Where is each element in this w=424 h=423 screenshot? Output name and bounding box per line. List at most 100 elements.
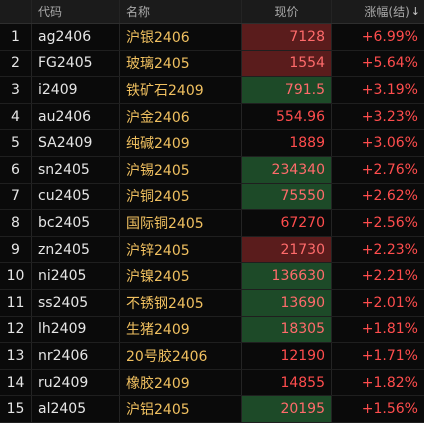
price-value: 67270 — [280, 214, 325, 231]
contract-name: 玻璃2405 — [120, 50, 242, 77]
row-index: 9 — [0, 236, 32, 263]
table-row[interactable]: 8 bc2405 国际铜2405 67270 +2.56% — [0, 210, 424, 237]
price-cell: 12190 — [242, 343, 332, 369]
contract-code: i2409 — [32, 77, 120, 103]
contract-code: lh2409 — [32, 316, 120, 343]
contract-name: 沪铜2405 — [120, 183, 242, 210]
row-index: 4 — [0, 103, 32, 130]
table-row[interactable]: 10 ni2405 沪镍2405 136630 +2.21% — [0, 263, 424, 290]
price-value: 234340 — [271, 161, 325, 178]
contract-name: 沪镍2405 — [120, 263, 242, 289]
table-row[interactable]: 3 i2409 铁矿石2409 791.5 +3.19% — [0, 77, 424, 104]
table-header: 代码 名称 现价 涨幅(结) ↓ — [0, 0, 424, 24]
table-row[interactable]: 5 SA2409 纯碱2409 1889 +3.06% — [0, 130, 424, 157]
change-percent: +2.23% — [361, 241, 418, 258]
change-percent: +1.56% — [361, 401, 418, 418]
row-index: 12 — [0, 316, 32, 343]
price-value: 21730 — [280, 241, 325, 258]
price-cell: 7128 — [242, 24, 332, 50]
change-percent: +2.76% — [361, 161, 418, 178]
price-value: 1889 — [289, 135, 325, 152]
contract-name: 沪铝2405 — [120, 396, 242, 422]
row-index: 3 — [0, 77, 32, 103]
contract-code: ru2409 — [32, 369, 120, 396]
contract-code: ss2405 — [32, 289, 120, 316]
header-change[interactable]: 涨幅(结) ↓ — [332, 0, 424, 23]
price-cell: 18305 — [242, 316, 332, 343]
price-value: 14855 — [280, 374, 325, 391]
price-cell: 14855 — [242, 369, 332, 396]
row-index: 5 — [0, 130, 32, 156]
contract-code: au2406 — [32, 103, 120, 130]
price-cell: 13690 — [242, 289, 332, 316]
contract-name: 沪金2406 — [120, 103, 242, 130]
table-row[interactable]: 15 al2405 沪铝2405 20195 +1.56% — [0, 396, 424, 423]
change-percent: +3.19% — [361, 81, 418, 98]
contract-code: FG2405 — [32, 50, 120, 77]
row-index: 15 — [0, 396, 32, 422]
change-percent: +2.62% — [361, 188, 418, 205]
contract-name: 沪银2406 — [120, 24, 242, 50]
price-value: 20195 — [280, 401, 325, 418]
table-row[interactable]: 14 ru2409 橡胶2409 14855 +1.82% — [0, 369, 424, 397]
price-value: 75550 — [280, 188, 325, 205]
table-row[interactable]: 7 cu2405 沪铜2405 75550 +2.62% — [0, 183, 424, 211]
price-value: 791.5 — [284, 81, 325, 98]
table-row[interactable]: 9 zn2405 沪锌2405 21730 +2.23% — [0, 236, 424, 264]
contract-code: ni2405 — [32, 263, 120, 289]
price-cell: 1889 — [242, 130, 332, 156]
row-index: 10 — [0, 263, 32, 289]
contract-name: 20号胶2406 — [120, 343, 242, 369]
price-value: 13690 — [280, 294, 325, 311]
table-row[interactable]: 6 sn2405 沪锡2405 234340 +2.76% — [0, 156, 424, 184]
header-price[interactable]: 现价 — [242, 0, 332, 23]
contract-name: 纯碱2409 — [120, 130, 242, 156]
contract-code: bc2405 — [32, 210, 120, 236]
price-cell: 234340 — [242, 156, 332, 183]
table-row[interactable]: 1 ag2406 沪银2406 7128 +6.99% — [0, 24, 424, 51]
price-cell: 791.5 — [242, 77, 332, 103]
row-index: 2 — [0, 50, 32, 77]
table-row[interactable]: 4 au2406 沪金2406 554.96 +3.23% — [0, 103, 424, 131]
contract-code: sn2405 — [32, 156, 120, 183]
row-index: 7 — [0, 183, 32, 210]
price-value: 7128 — [289, 28, 325, 45]
contract-code: cu2405 — [32, 183, 120, 210]
contract-name: 生猪2409 — [120, 316, 242, 343]
price-cell: 75550 — [242, 183, 332, 210]
price-value: 554.96 — [276, 108, 325, 125]
table-row[interactable]: 13 nr2406 20号胶2406 12190 +1.71% — [0, 343, 424, 370]
header-index — [0, 0, 32, 23]
header-name[interactable]: 名称 — [120, 0, 242, 23]
change-percent: +2.56% — [361, 214, 418, 231]
change-percent: +1.71% — [361, 347, 418, 364]
price-cell: 1554 — [242, 50, 332, 77]
contract-code: zn2405 — [32, 236, 120, 263]
change-percent: +1.81% — [361, 321, 418, 338]
header-code[interactable]: 代码 — [32, 0, 120, 23]
table-row[interactable]: 12 lh2409 生猪2409 18305 +1.81% — [0, 316, 424, 344]
change-percent: +6.99% — [361, 28, 418, 45]
price-cell: 21730 — [242, 236, 332, 263]
price-value: 1554 — [289, 55, 325, 72]
row-index: 6 — [0, 156, 32, 183]
table-row[interactable]: 2 FG2405 玻璃2405 1554 +5.64% — [0, 50, 424, 78]
table-body: 1 ag2406 沪银2406 7128 +6.99% 2 FG2405 玻璃2405 1554… — [0, 24, 424, 423]
price-cell: 67270 — [242, 210, 332, 236]
row-index: 13 — [0, 343, 32, 369]
contract-name: 橡胶2409 — [120, 369, 242, 396]
contract-code: ag2406 — [32, 24, 120, 50]
table-row[interactable]: 11 ss2405 不锈钢2405 13690 +2.01% — [0, 289, 424, 317]
sort-down-arrow-icon[interactable]: ↓ — [410, 5, 420, 18]
row-index: 1 — [0, 24, 32, 50]
change-percent: +2.21% — [361, 268, 418, 285]
contract-name: 国际铜2405 — [120, 210, 242, 236]
price-value: 12190 — [280, 347, 325, 364]
contract-code: SA2409 — [32, 130, 120, 156]
row-index: 11 — [0, 289, 32, 316]
row-index: 8 — [0, 210, 32, 236]
contract-name: 沪锡2405 — [120, 156, 242, 183]
contract-code: al2405 — [32, 396, 120, 422]
change-percent: +3.06% — [361, 135, 418, 152]
price-value: 18305 — [280, 321, 325, 338]
